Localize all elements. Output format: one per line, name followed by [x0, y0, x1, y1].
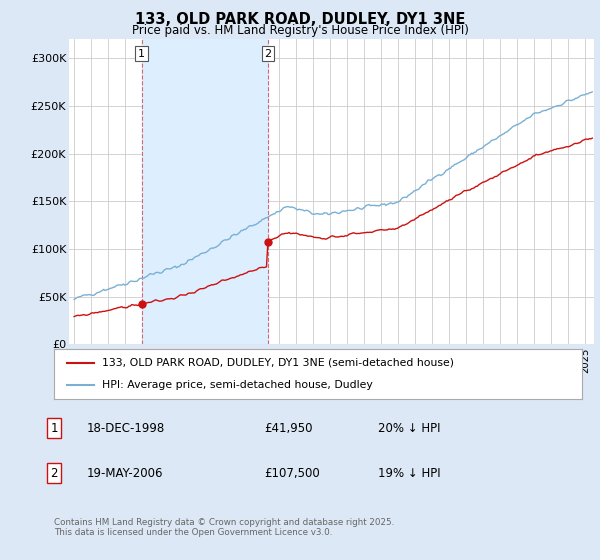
Text: 133, OLD PARK ROAD, DUDLEY, DY1 3NE: 133, OLD PARK ROAD, DUDLEY, DY1 3NE [135, 12, 465, 27]
Text: 2: 2 [50, 466, 58, 480]
Text: 19-MAY-2006: 19-MAY-2006 [87, 466, 163, 480]
Text: 19% ↓ HPI: 19% ↓ HPI [378, 466, 440, 480]
Text: £107,500: £107,500 [264, 466, 320, 480]
Text: HPI: Average price, semi-detached house, Dudley: HPI: Average price, semi-detached house,… [101, 380, 372, 390]
Text: £41,950: £41,950 [264, 422, 313, 435]
Text: 1: 1 [138, 49, 145, 58]
Text: 18-DEC-1998: 18-DEC-1998 [87, 422, 165, 435]
Text: 1: 1 [50, 422, 58, 435]
Text: 20% ↓ HPI: 20% ↓ HPI [378, 422, 440, 435]
Text: 2: 2 [265, 49, 272, 58]
Text: Contains HM Land Registry data © Crown copyright and database right 2025.
This d: Contains HM Land Registry data © Crown c… [54, 518, 394, 538]
Bar [142, 39, 268, 344]
Text: 133, OLD PARK ROAD, DUDLEY, DY1 3NE (semi-detached house): 133, OLD PARK ROAD, DUDLEY, DY1 3NE (sem… [101, 358, 454, 368]
Text: Price paid vs. HM Land Registry's House Price Index (HPI): Price paid vs. HM Land Registry's House … [131, 24, 469, 37]
